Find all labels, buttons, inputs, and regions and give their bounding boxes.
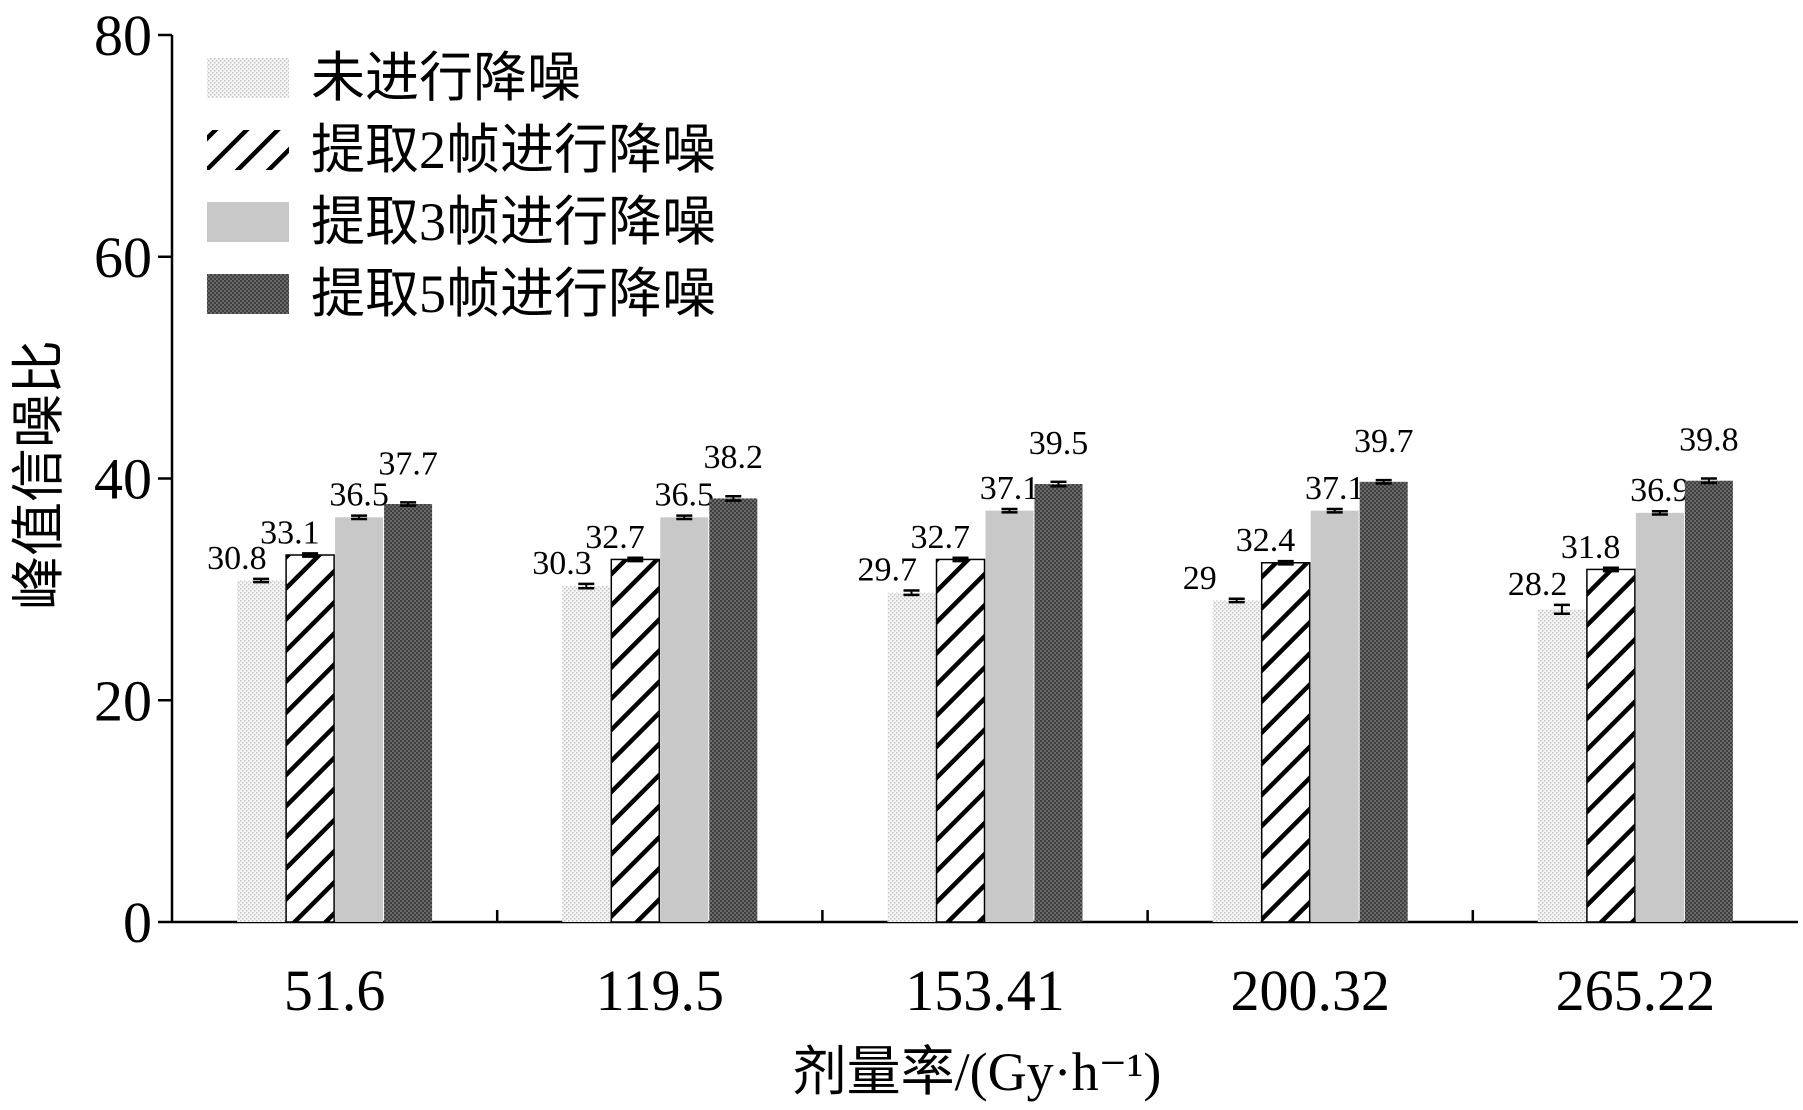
bar (985, 510, 1034, 922)
legend-label: 提取2帧进行降噪 (311, 120, 716, 180)
x-tick-label: 51.6 (284, 958, 386, 1023)
bar (285, 554, 335, 923)
bar (335, 517, 384, 922)
data-label: 36.5 (655, 477, 715, 514)
data-label: 30.8 (207, 540, 267, 577)
bar (887, 592, 936, 922)
data-label: 32.7 (911, 519, 971, 556)
data-label: 37.1 (980, 470, 1040, 507)
bar (1212, 600, 1261, 922)
bar (1635, 512, 1684, 922)
bar (237, 580, 286, 922)
legend-swatch (207, 202, 289, 242)
data-label: 37.7 (378, 445, 438, 482)
legend-swatch (207, 130, 289, 170)
x-tick-label: 200.32 (1230, 958, 1390, 1023)
bar (1034, 484, 1083, 922)
legend-label: 提取5帧进行降噪 (311, 264, 716, 324)
bar (1586, 568, 1636, 923)
bars: 30.8 30.3 29.7 29 28.233.1 32.7 32.7 32.4 31.836… (207, 422, 1739, 923)
legend-swatch (207, 274, 289, 314)
data-label: 39.8 (1679, 422, 1739, 459)
y-tick-label: 60 (94, 225, 152, 290)
legend-item: 提取3帧进行降噪 (207, 192, 716, 252)
data-label: 36.9 (1630, 472, 1690, 509)
data-label: 39.7 (1354, 423, 1414, 460)
legend-swatch (207, 58, 289, 98)
legend-label: 未进行降噪 (311, 48, 581, 108)
axes: 0 20 40 60 80 51.6 119.5 153.41 200.32 265.22 (94, 3, 1798, 1023)
legend-item: 未进行降噪 (207, 48, 581, 108)
legend-item: 提取5帧进行降噪 (207, 264, 716, 324)
data-label: 38.2 (704, 439, 764, 476)
data-label: 32.7 (585, 519, 645, 556)
x-tick-label: 153.41 (905, 958, 1065, 1023)
bar (610, 558, 661, 923)
y-tick-label: 0 (123, 890, 152, 955)
bar (384, 504, 433, 922)
data-label: 29 (1183, 560, 1217, 597)
data-label: 33.1 (260, 514, 320, 551)
data-label: 29.7 (858, 551, 918, 588)
bar (1537, 609, 1586, 922)
y-tick-label: 20 (94, 668, 152, 733)
data-label: 39.5 (1029, 425, 1089, 462)
bar (562, 586, 611, 922)
bar (935, 558, 986, 923)
x-axis-label: 剂量率/(Gy·h⁻¹) (793, 1042, 1162, 1102)
x-tick-label: 119.5 (596, 958, 724, 1023)
bar (660, 517, 709, 922)
y-tick-label: 80 (94, 3, 152, 68)
bar (1359, 481, 1408, 922)
bar (1260, 562, 1311, 923)
y-axis-label: 峰值信噪比 (9, 340, 69, 610)
bar (1684, 480, 1733, 922)
data-label: 30.3 (532, 545, 592, 582)
legend-item: 提取2帧进行降噪 (207, 120, 716, 180)
bar (1310, 510, 1359, 922)
data-label: 32.4 (1236, 522, 1296, 559)
data-label: 31.8 (1561, 529, 1621, 566)
data-label: 36.5 (329, 477, 389, 514)
x-tick-label: 265.22 (1556, 958, 1716, 1023)
bar (709, 498, 758, 922)
data-label: 28.2 (1508, 566, 1568, 603)
y-tick-label: 40 (94, 447, 152, 512)
data-label: 37.1 (1305, 470, 1365, 507)
legend-label: 提取3帧进行降噪 (311, 192, 716, 252)
